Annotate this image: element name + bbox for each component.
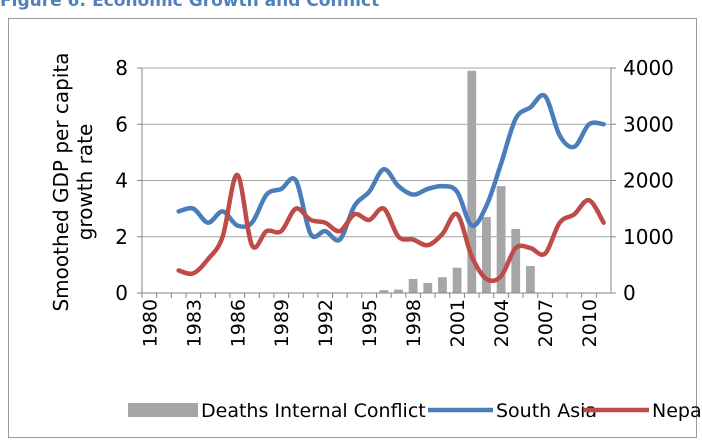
bar — [482, 217, 491, 293]
y2-tick-label: 0 — [623, 281, 636, 305]
chart-title: Figure 6: Economic Growth and Conflict — [0, 0, 379, 11]
line-series — [176, 172, 606, 284]
bar — [423, 282, 433, 293]
legend-label: Nepal — [652, 400, 702, 422]
legend-label: Deaths Internal Conflict — [201, 400, 426, 422]
bar — [394, 289, 403, 293]
x-tick-label: 1986 — [227, 299, 249, 347]
y-tick-label: 4 — [115, 169, 128, 193]
y-tick-label: 6 — [115, 112, 128, 136]
bar — [452, 267, 462, 293]
bar — [525, 266, 535, 293]
x-tick-label: 2001 — [447, 299, 469, 347]
x-tick-label: 1989 — [271, 299, 293, 347]
chart-border — [8, 18, 697, 438]
x-tick-label: 1983 — [183, 299, 205, 347]
y-tick-label: 2 — [115, 225, 128, 249]
bar — [496, 186, 506, 293]
x-tick-label: 1995 — [359, 299, 381, 347]
legend-swatch — [128, 403, 198, 417]
bar — [379, 290, 389, 293]
line-series — [176, 92, 606, 243]
y-tick-label: 8 — [115, 56, 128, 80]
x-tick-label: 1998 — [403, 299, 425, 347]
x-tick-label: 2004 — [491, 299, 513, 347]
x-tick-label: 2010 — [579, 299, 601, 347]
legend-label: South Asia — [496, 400, 597, 422]
y2-tick-label: 3000 — [623, 112, 674, 136]
y-axis-title-line: growth rate — [73, 124, 97, 241]
y2-tick-label: 2000 — [623, 169, 674, 193]
x-tick-label: 1980 — [139, 299, 161, 347]
x-tick-label: 1992 — [315, 299, 337, 347]
y2-tick-label: 1000 — [623, 225, 674, 249]
bar — [408, 278, 418, 293]
bar — [438, 277, 447, 293]
bar — [467, 70, 477, 293]
x-tick-label: 2007 — [535, 299, 557, 347]
y-axis-title-line: Smoothed GDP per capita — [49, 52, 73, 311]
y2-tick-label: 4000 — [623, 56, 674, 80]
bar — [511, 228, 521, 293]
y-tick-label: 0 — [115, 281, 128, 305]
y-axis-title: Smoothed GDP per capita growth rate — [49, 52, 97, 311]
